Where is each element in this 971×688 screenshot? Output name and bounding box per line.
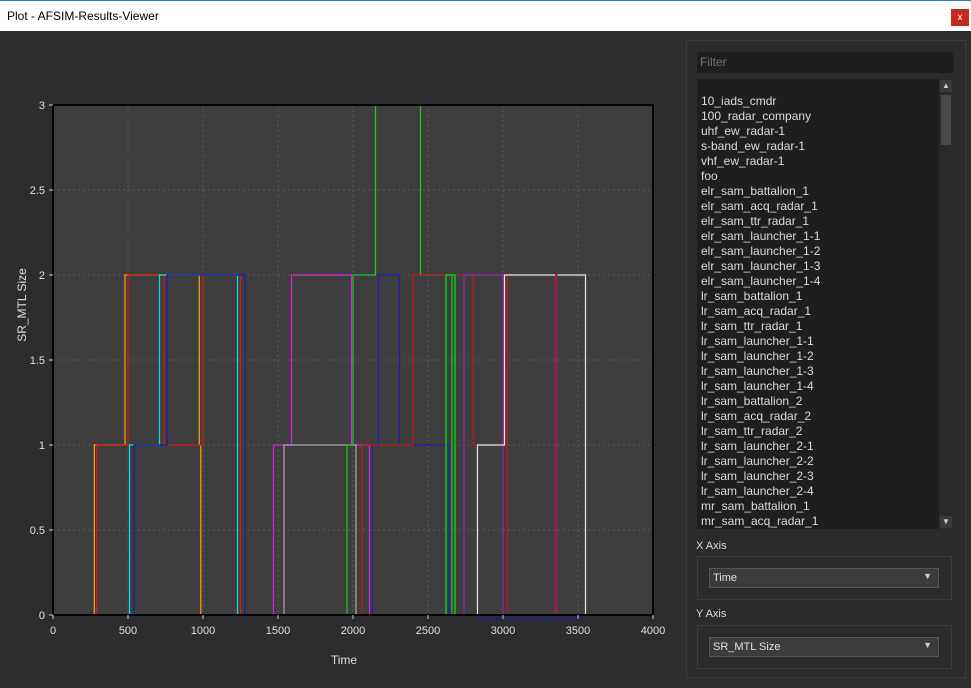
list-item[interactable]: lr_sam_launcher_1-4 [701, 379, 814, 393]
list-item[interactable]: lr_sam_launcher_1-2 [701, 349, 814, 363]
list-item[interactable]: elr_sam_launcher_1-3 [701, 259, 821, 273]
x-tick-label: 1500 [266, 625, 290, 637]
plot-area[interactable]: 0 500 1000 1500 2000 2500 3000 3500 4000 0 0.5 1 1.5… [0, 31, 680, 688]
list-item[interactable]: elr_sam_ttr_radar_1 [701, 214, 810, 228]
scroll-up-icon[interactable]: ▲ [940, 80, 952, 92]
list-item[interactable]: lr_sam_launcher_2-3 [701, 469, 814, 483]
y-tick-label: 0 [39, 610, 45, 622]
series-line-9 [53, 274, 653, 616]
line-chart[interactable]: 0 500 1000 1500 2000 2500 3000 3500 4000 0 0.5 1 1.5… [0, 31, 680, 688]
side-panel: 10_iads_cmdr100_radar_companyuhf_ew_rada… [686, 40, 966, 678]
y-tick-label: 1 [39, 440, 45, 452]
x-tick-label: 3000 [491, 625, 515, 637]
series-line-3 [53, 274, 653, 616]
list-item[interactable]: lr_sam_battalion_1 [701, 289, 803, 303]
x-axis-selected: Time [713, 572, 738, 584]
y-axis-title: SR_MTL Size [15, 268, 29, 342]
y-axis-select[interactable]: SR_MTL Size ▼ [709, 637, 939, 657]
close-button[interactable]: x [951, 9, 969, 26]
list-item[interactable]: lr_sam_acq_radar_2 [701, 409, 812, 423]
list-item[interactable]: s-band_ew_radar-1 [701, 139, 806, 153]
list-item[interactable]: lr_sam_ttr_radar_1 [701, 319, 803, 333]
series-line-2 [53, 274, 653, 616]
list-scrollbar[interactable]: ▲ ▼ [939, 79, 953, 529]
y-axis-selected: SR_MTL Size [713, 641, 781, 653]
list-item[interactable]: elr_sam_launcher_1-4 [701, 274, 821, 288]
series-line-7 [53, 104, 653, 616]
title-bar: Plot - AFSIM-Results-Viewer x [0, 0, 971, 31]
x-tick-label: 4000 [641, 625, 665, 637]
list-item[interactable]: elr_sam_acq_radar_1 [701, 199, 818, 213]
series-line-8 [53, 274, 653, 616]
x-tick-label: 2000 [341, 625, 365, 637]
y-tick-label: 0.5 [30, 525, 45, 537]
x-axis-label: X Axis [696, 540, 727, 552]
list-item[interactable]: mr_sam_battalion_1 [701, 499, 810, 513]
y-axis-group: SR_MTL Size ▼ [697, 625, 952, 669]
list-item[interactable]: elr_sam_launcher_1-2 [701, 244, 821, 258]
list-item[interactable]: lr_sam_launcher_2-4 [701, 484, 814, 498]
x-tick-label: 3500 [566, 625, 590, 637]
list-item[interactable]: lr_sam_launcher_1-3 [701, 364, 814, 378]
list-item[interactable]: 100_radar_company [701, 109, 812, 123]
list-item[interactable]: elr_sam_launcher_1-1 [701, 229, 821, 243]
y-tick-label: 2.5 [30, 185, 45, 197]
y-axis-label: Y Axis [696, 608, 727, 620]
list-item[interactable]: lr_sam_battalion_2 [701, 394, 803, 408]
x-tick-label: 0 [50, 625, 56, 637]
list-item[interactable]: lr_sam_ttr_radar_2 [701, 424, 803, 438]
x-tick-label: 1000 [191, 625, 215, 637]
list-item[interactable]: uhf_ew_radar-1 [701, 124, 786, 138]
x-axis-title: Time [331, 653, 358, 667]
chevron-down-icon: ▼ [923, 640, 932, 650]
chevron-down-icon: ▼ [923, 571, 932, 581]
y-tick-label: 3 [39, 100, 45, 112]
list-item[interactable]: 10_iads_cmdr [701, 94, 777, 108]
y-tick-label: 2 [39, 270, 45, 282]
object-list[interactable]: 10_iads_cmdr 100_radar_company uhf_ew_rada… [697, 79, 939, 529]
list-item[interactable]: mr_sam_acq_radar_1 [701, 514, 819, 528]
filter-input[interactable] [697, 52, 953, 73]
x-tick-label: 2500 [416, 625, 440, 637]
list-item[interactable]: lr_sam_launcher_2-1 [701, 439, 814, 453]
list-item[interactable]: vhf_ew_radar-1 [701, 154, 785, 168]
window-title: Plot - AFSIM-Results-Viewer [7, 9, 159, 23]
list-item[interactable]: lr_sam_launcher_1-1 [701, 334, 814, 348]
list-item[interactable]: foo [701, 169, 718, 183]
series-line-4 [53, 274, 653, 616]
x-axis-group: Time ▼ [697, 556, 952, 600]
list-item[interactable]: lr_sam_acq_radar_1 [701, 304, 812, 318]
y-tick-label: 1.5 [30, 355, 45, 367]
scroll-thumb[interactable] [941, 95, 951, 145]
x-tick-label: 500 [119, 625, 137, 637]
x-axis-select[interactable]: Time ▼ [709, 568, 939, 588]
scroll-down-icon[interactable]: ▼ [940, 516, 952, 528]
list-item[interactable]: elr_sam_battalion_1 [701, 184, 810, 198]
series-line-5 [53, 274, 653, 616]
list-item[interactable]: lr_sam_launcher_2-2 [701, 454, 814, 468]
